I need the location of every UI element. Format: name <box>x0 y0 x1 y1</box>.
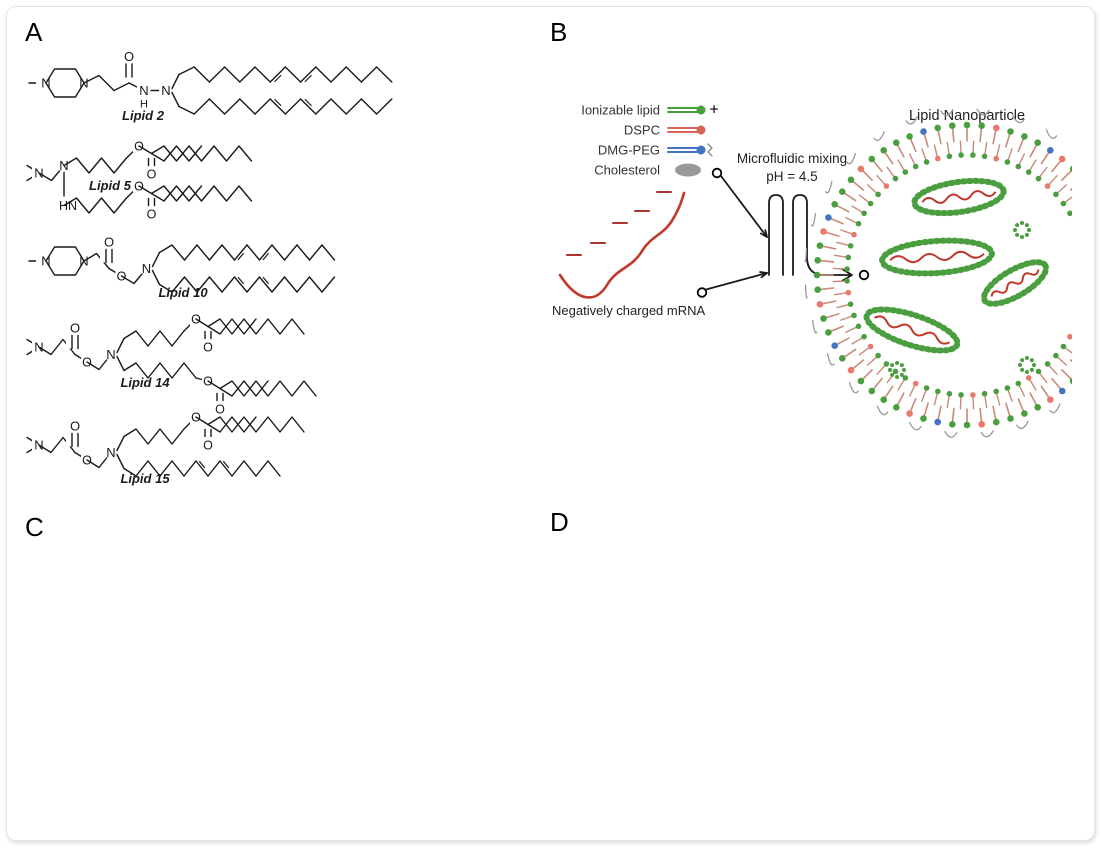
svg-text:N: N <box>161 83 170 98</box>
svg-text:Lipid 15: Lipid 15 <box>120 471 170 486</box>
svg-text:Cholesterol: Cholesterol <box>594 163 660 178</box>
svg-text:O: O <box>70 419 80 434</box>
svg-text:O: O <box>70 321 80 336</box>
svg-text:+: + <box>709 102 718 119</box>
svg-text:Ionizable lipid: Ionizable lipid <box>581 103 660 118</box>
svg-text:Lipid 14: Lipid 14 <box>120 375 170 390</box>
svg-text:HN: HN <box>59 199 77 213</box>
svg-text:N: N <box>142 261 151 276</box>
svg-text:Lipid 10: Lipid 10 <box>158 285 208 300</box>
svg-text:Negatively charged mRNA: Negatively charged mRNA <box>552 303 706 318</box>
svg-text:N: N <box>139 83 148 98</box>
svg-text:N: N <box>106 347 115 362</box>
svg-text:Microfluidic mixing: Microfluidic mixing <box>737 151 847 166</box>
svg-text:O: O <box>147 208 157 222</box>
svg-text:N: N <box>41 254 50 269</box>
svg-text:O: O <box>104 235 114 250</box>
svg-text:O: O <box>203 341 213 355</box>
svg-text:Lipid 2: Lipid 2 <box>122 108 165 123</box>
svg-text:O: O <box>215 403 225 417</box>
svg-text:O: O <box>147 168 157 182</box>
svg-text:pH = 4.5: pH = 4.5 <box>766 169 817 184</box>
svg-text:Lipid 5: Lipid 5 <box>89 178 132 193</box>
svg-text:DMG-PEG: DMG-PEG <box>598 143 660 158</box>
svg-text:DSPC: DSPC <box>624 123 660 138</box>
svg-text:O: O <box>124 49 134 64</box>
svg-text:N: N <box>106 445 115 460</box>
svg-text:N: N <box>41 76 50 91</box>
svg-text:O: O <box>203 439 213 453</box>
svg-text:Lipid Nanoparticle: Lipid Nanoparticle <box>909 108 1025 124</box>
